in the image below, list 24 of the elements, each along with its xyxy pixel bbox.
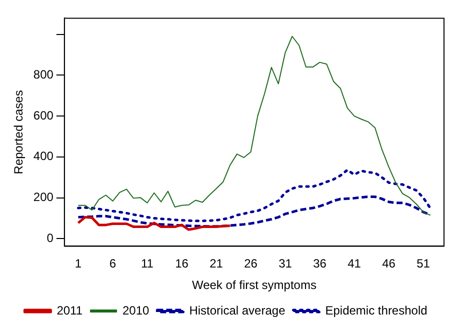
legend-label: Epidemic threshold: [325, 303, 428, 318]
legend-label: 2010: [122, 303, 150, 318]
x-tick-label: 11: [141, 256, 154, 271]
x-tick-label: 1: [74, 256, 82, 271]
y-axis-title: Reported cases: [12, 90, 26, 174]
x-tick-label: 26: [244, 256, 258, 271]
x-tick-label: 46: [382, 256, 396, 271]
legend-label: 2011: [56, 303, 83, 318]
x-tick-label: 31: [278, 256, 292, 271]
x-axis-title: Week of first symptoms: [192, 278, 316, 292]
line-series: [76, 168, 432, 222]
y-tick-label: 800: [33, 68, 54, 82]
x-tick-label: 6: [109, 256, 116, 271]
y-tick-label: 200: [33, 190, 54, 204]
legend-label: Historical average: [189, 303, 286, 318]
x-tick-label: 41: [348, 256, 362, 271]
y-tick-label: 400: [33, 149, 54, 164]
x-tick-label: 16: [175, 256, 189, 271]
y-tick-label: 0: [46, 230, 54, 245]
y-tick-label: 600: [33, 108, 54, 122]
x-tick-label: 51: [416, 256, 430, 271]
line-series: [76, 196, 432, 228]
x-tick-label: 36: [313, 256, 327, 271]
x-tick-label: 21: [210, 256, 224, 271]
